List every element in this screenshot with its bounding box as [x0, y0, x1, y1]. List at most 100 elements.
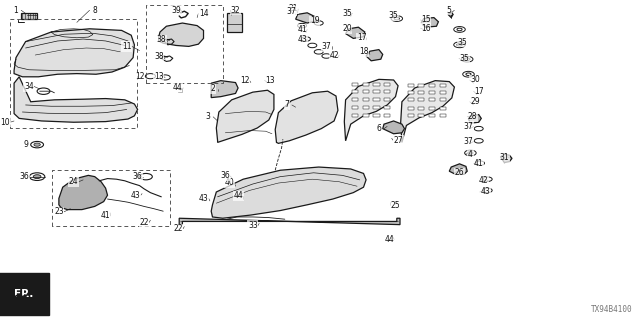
- Text: 14: 14: [198, 9, 209, 18]
- Bar: [373, 90, 380, 93]
- Bar: [352, 98, 358, 101]
- Text: 10: 10: [0, 118, 10, 127]
- Bar: [352, 114, 358, 117]
- Bar: [352, 90, 358, 93]
- Bar: [352, 106, 358, 109]
- Text: 44: 44: [173, 84, 183, 92]
- Text: 26: 26: [454, 168, 465, 177]
- Text: 35: 35: [459, 54, 469, 63]
- Bar: [363, 98, 369, 101]
- Polygon shape: [216, 90, 274, 142]
- Bar: [373, 98, 380, 101]
- Bar: [408, 114, 414, 117]
- Bar: [440, 98, 446, 101]
- Polygon shape: [449, 164, 467, 174]
- Circle shape: [33, 175, 41, 179]
- Text: 44: 44: [233, 191, 243, 200]
- Text: 6: 6: [376, 124, 381, 133]
- Polygon shape: [468, 115, 481, 123]
- Text: 31: 31: [499, 153, 509, 162]
- Polygon shape: [401, 81, 454, 142]
- Bar: [418, 91, 424, 94]
- Text: 38: 38: [156, 36, 166, 44]
- Text: 22: 22: [140, 218, 148, 227]
- Text: 43: 43: [198, 194, 209, 203]
- Text: 37: 37: [463, 137, 474, 146]
- Bar: [363, 83, 369, 86]
- Text: 8: 8: [92, 6, 97, 15]
- Text: 12: 12: [135, 72, 144, 81]
- Polygon shape: [346, 27, 365, 38]
- Bar: [429, 84, 435, 87]
- Polygon shape: [14, 29, 134, 77]
- Bar: [429, 98, 435, 101]
- Text: 33: 33: [248, 221, 258, 230]
- Text: 13: 13: [154, 72, 164, 81]
- Text: 7: 7: [284, 100, 289, 109]
- Polygon shape: [366, 50, 383, 61]
- Circle shape: [34, 143, 40, 146]
- Bar: [373, 114, 380, 117]
- Polygon shape: [59, 175, 108, 210]
- Polygon shape: [14, 77, 138, 122]
- Text: 38: 38: [154, 52, 164, 61]
- Text: 41: 41: [297, 25, 307, 34]
- Polygon shape: [275, 91, 338, 143]
- Text: 41: 41: [474, 159, 484, 168]
- Bar: [418, 98, 424, 101]
- Text: 37: 37: [321, 42, 332, 51]
- Bar: [384, 90, 390, 93]
- Text: 36: 36: [132, 172, 143, 181]
- Text: 43: 43: [297, 35, 307, 44]
- Bar: [408, 107, 414, 110]
- Bar: [373, 83, 380, 86]
- Text: 22: 22: [173, 224, 182, 233]
- Text: 39: 39: [171, 6, 181, 15]
- Text: 29: 29: [470, 97, 480, 106]
- Polygon shape: [159, 23, 204, 46]
- Bar: [384, 106, 390, 109]
- Text: 25: 25: [390, 201, 401, 210]
- Text: 17: 17: [474, 87, 484, 96]
- Text: 23: 23: [54, 207, 64, 216]
- Bar: [429, 107, 435, 110]
- Text: 35: 35: [388, 12, 399, 20]
- Text: 43: 43: [131, 191, 141, 200]
- Text: TX94B4100: TX94B4100: [591, 305, 632, 314]
- Text: 15: 15: [420, 15, 431, 24]
- Text: 5: 5: [447, 6, 452, 15]
- Text: 35: 35: [457, 38, 467, 47]
- Bar: [363, 114, 369, 117]
- Text: 40: 40: [224, 178, 234, 187]
- Bar: [429, 91, 435, 94]
- Polygon shape: [21, 13, 37, 19]
- Bar: [440, 114, 446, 117]
- Text: 42: 42: [478, 176, 488, 185]
- Text: FR.: FR.: [14, 289, 33, 299]
- Bar: [418, 84, 424, 87]
- Bar: [418, 114, 424, 117]
- Text: 9: 9: [23, 140, 28, 149]
- Polygon shape: [211, 167, 366, 218]
- Bar: [408, 91, 414, 94]
- Bar: [440, 91, 446, 94]
- Polygon shape: [344, 79, 398, 141]
- Text: 19: 19: [310, 16, 320, 25]
- Text: 37: 37: [286, 7, 296, 16]
- Bar: [384, 98, 390, 101]
- Text: 32: 32: [230, 6, 241, 15]
- Text: 44: 44: [384, 235, 394, 244]
- Bar: [408, 98, 414, 101]
- Text: 36: 36: [220, 172, 230, 180]
- Text: 18: 18: [359, 47, 368, 56]
- Bar: [440, 107, 446, 110]
- Bar: [363, 106, 369, 109]
- Bar: [384, 114, 390, 117]
- Polygon shape: [500, 154, 512, 163]
- Bar: [352, 83, 358, 86]
- Text: 13: 13: [265, 76, 275, 85]
- Text: 27: 27: [393, 136, 403, 145]
- Bar: [363, 90, 369, 93]
- Polygon shape: [227, 13, 242, 32]
- Text: 21: 21: [289, 4, 298, 13]
